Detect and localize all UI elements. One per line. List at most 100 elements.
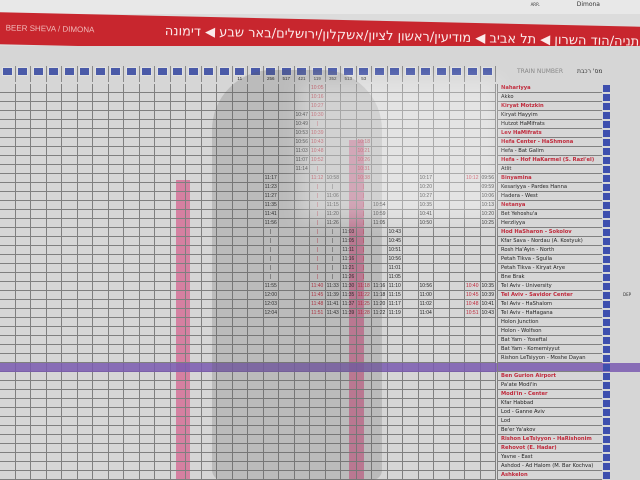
time-cell: [93, 165, 109, 174]
time-cell: [232, 93, 248, 102]
time-cell: [155, 354, 171, 363]
time-cell: [170, 291, 186, 300]
time-cell: [15, 111, 31, 120]
time-cell: [465, 399, 481, 408]
time-cell: [186, 147, 202, 156]
time-cell: [434, 336, 450, 345]
time-cell: [341, 336, 357, 345]
wheelchair-icon: [603, 193, 610, 200]
time-cell: [341, 111, 357, 120]
wheelchair-icon: [603, 103, 610, 110]
time-cell: [0, 120, 16, 129]
time-cell: [186, 210, 202, 219]
time-cell: [108, 120, 124, 129]
time-cell: [449, 345, 465, 354]
time-cell: [434, 165, 450, 174]
time-cell: [201, 228, 217, 237]
time-cell: |: [356, 183, 372, 192]
time-cell: [248, 111, 264, 120]
time-cell: [449, 84, 465, 93]
time-cell: [465, 426, 481, 435]
time-cell: [46, 237, 62, 246]
time-cell: [77, 291, 93, 300]
time-cell: [294, 282, 310, 291]
time-cell: [232, 345, 248, 354]
time-cell: [294, 444, 310, 453]
time-cell: [155, 291, 171, 300]
time-cell: [62, 417, 78, 426]
train-column-header: [186, 66, 202, 82]
time-cell: |: [356, 210, 372, 219]
time-cell: [0, 354, 16, 363]
time-cell: [217, 156, 233, 165]
time-cell: [186, 390, 202, 399]
time-cell: [170, 300, 186, 309]
time-cell: 10:21: [356, 147, 372, 156]
time-cell: [263, 462, 279, 471]
time-cell: 10:39: [310, 129, 326, 138]
time-cell: [465, 129, 481, 138]
time-cell: [279, 102, 295, 111]
time-cell: [93, 201, 109, 210]
time-cell: [186, 219, 202, 228]
train-number: 11: [237, 76, 243, 81]
time-cell: [186, 381, 202, 390]
time-cell: [449, 354, 465, 363]
time-cell: [325, 372, 341, 381]
time-cell: [434, 219, 450, 228]
time-cell: [108, 300, 124, 309]
time-cell: [418, 84, 434, 93]
time-cell: [124, 408, 140, 417]
time-cell: [31, 111, 47, 120]
time-cell: [124, 390, 140, 399]
time-cell: [217, 336, 233, 345]
time-cell: |: [263, 255, 279, 264]
time-cell: [124, 201, 140, 210]
time-cell: [77, 183, 93, 192]
time-cell: [108, 327, 124, 336]
time-cell: [46, 111, 62, 120]
time-cell: 10:43: [387, 228, 403, 237]
time-cell: [372, 318, 388, 327]
time-cell: [341, 444, 357, 453]
time-cell: [15, 120, 31, 129]
wheelchair-icon: [603, 382, 610, 389]
time-cell: [46, 201, 62, 210]
time-cell: [217, 147, 233, 156]
time-cell: [31, 291, 47, 300]
time-cell: [217, 210, 233, 219]
time-cell: [15, 426, 31, 435]
wheelchair-icon: [141, 67, 153, 76]
time-cell: [403, 228, 419, 237]
time-cell: [356, 381, 372, 390]
station-header: TRAIN NUMBER מס' רכבת: [497, 66, 637, 84]
time-cell: [77, 102, 93, 111]
time-cell: [341, 354, 357, 363]
time-cell: [201, 84, 217, 93]
time-cell: 11:41: [325, 300, 341, 309]
time-cell: [294, 372, 310, 381]
train-column-header: [372, 66, 388, 82]
time-cell: [480, 228, 496, 237]
time-cell: [418, 417, 434, 426]
time-cell: [372, 93, 388, 102]
time-cell: [62, 309, 78, 318]
time-cell: [372, 345, 388, 354]
time-cell: [108, 354, 124, 363]
time-cell: [403, 147, 419, 156]
time-cell: [62, 84, 78, 93]
time-cell: [434, 291, 450, 300]
time-cell: [46, 84, 62, 93]
time-cell: [93, 399, 109, 408]
time-cell: [403, 408, 419, 417]
time-cell: [62, 462, 78, 471]
time-cell: [124, 147, 140, 156]
time-cell: [31, 471, 47, 480]
time-cell: [449, 192, 465, 201]
time-cell: [248, 345, 264, 354]
time-cell: [155, 183, 171, 192]
time-cell: [15, 93, 31, 102]
time-cell: [372, 354, 388, 363]
wheelchair-icon: [603, 265, 610, 272]
time-cell: [372, 120, 388, 129]
